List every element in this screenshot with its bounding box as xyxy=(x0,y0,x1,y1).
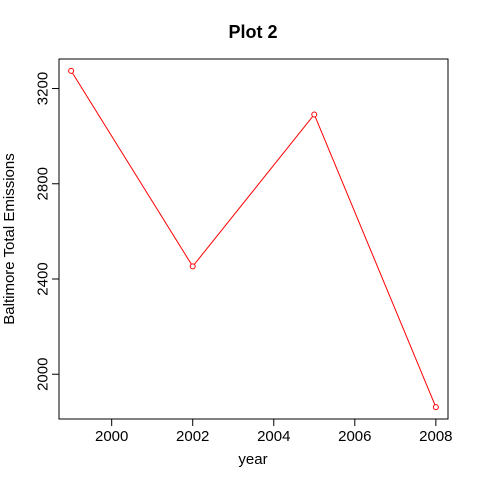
x-tick-label: 2000 xyxy=(95,428,128,445)
x-axis: 2000 2002 2004 2006 2008 xyxy=(95,418,453,445)
y-axis: 2000 2400 2800 3200 xyxy=(35,72,60,391)
data-point xyxy=(311,111,318,118)
series-layer xyxy=(68,67,439,411)
chart-title: Plot 2 xyxy=(228,22,277,42)
y-tick-label: 2400 xyxy=(35,262,52,295)
x-tick-label: 2008 xyxy=(419,428,452,445)
x-tick-label: 2002 xyxy=(176,428,209,445)
y-tick-label: 2000 xyxy=(35,358,52,391)
data-point xyxy=(189,263,196,270)
y-tick-label: 2800 xyxy=(35,167,52,200)
x-tick-label: 2004 xyxy=(257,428,290,445)
x-axis-title: year xyxy=(238,451,267,468)
x-tick-label: 2006 xyxy=(338,428,371,445)
y-axis-title: Baltimore Total Emissions xyxy=(1,153,18,324)
y-tick-label: 3200 xyxy=(35,72,52,105)
data-point xyxy=(68,67,75,74)
series-line xyxy=(70,70,437,408)
data-point xyxy=(432,404,439,411)
plot-frame xyxy=(58,58,449,420)
